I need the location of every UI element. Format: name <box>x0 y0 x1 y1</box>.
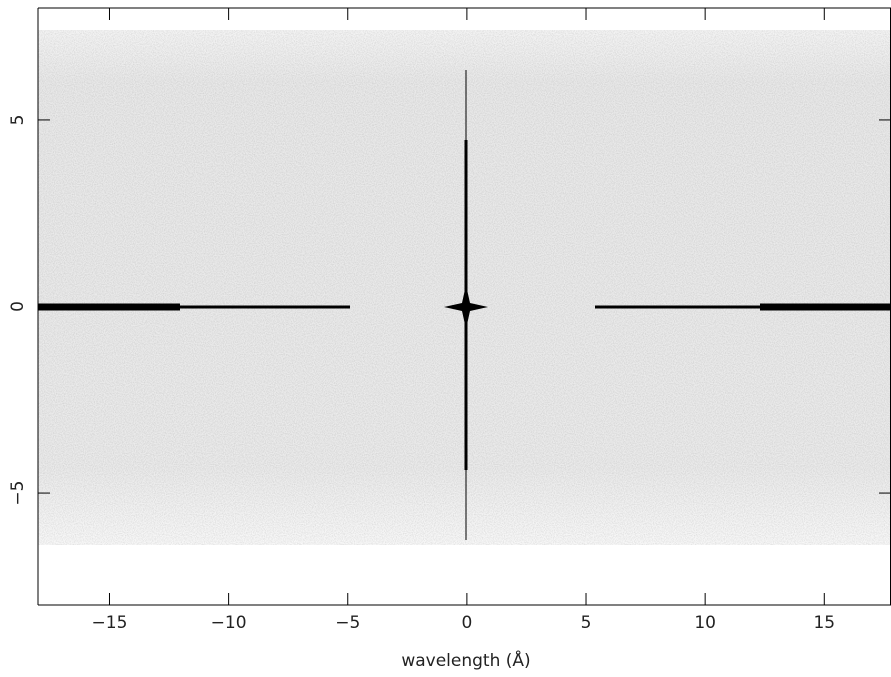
center-source <box>444 285 488 329</box>
image <box>38 30 891 545</box>
x-tick-label: 10 <box>694 613 716 633</box>
x-tick-label: 5 <box>581 613 592 633</box>
y-tick-label: 5 <box>8 115 28 126</box>
y-tick-label: −5 <box>8 481 28 506</box>
y-tick-label: 0 <box>8 301 28 312</box>
x-tick-label: −10 <box>211 613 247 633</box>
x-tick-label: −5 <box>335 613 360 633</box>
x-axis-label: wavelength (Å) <box>401 649 530 671</box>
x-tick-label: 15 <box>813 613 835 633</box>
x-tick-label: 0 <box>461 613 472 633</box>
x-tick-label: −15 <box>92 613 128 633</box>
